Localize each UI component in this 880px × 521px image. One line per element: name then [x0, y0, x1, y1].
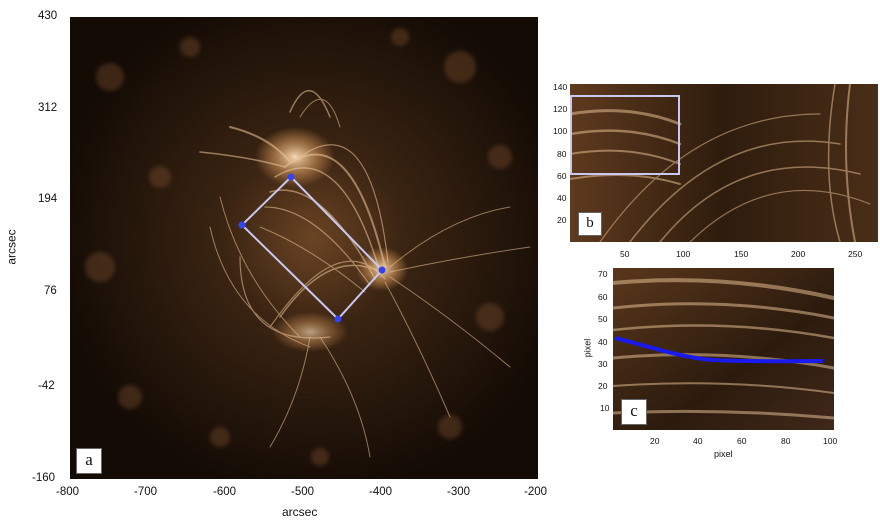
x-tick: -400 [369, 486, 393, 498]
solar-image-a [70, 17, 538, 479]
x-tick: 150 [734, 249, 749, 259]
y-tick: 100 [553, 126, 568, 136]
y-tick: 10 [600, 403, 610, 413]
solar-image-panel-a: a [70, 17, 538, 479]
y-tick: 312 [38, 102, 58, 114]
x-axis-label: arcsec [282, 505, 318, 519]
y-tick: 120 [553, 104, 568, 114]
y-tick: 140 [553, 82, 568, 92]
trace-line [614, 336, 824, 364]
x-tick: -200 [524, 486, 548, 498]
y-tick: 20 [598, 381, 608, 391]
x-tick: 100 [823, 436, 838, 446]
y-tick: 50 [598, 314, 608, 324]
x-tick: -800 [56, 486, 80, 498]
x-tick: -600 [213, 486, 237, 498]
y-axis-label: arcsec [4, 229, 19, 265]
y-tick: 70 [598, 269, 608, 279]
x-tick: -300 [447, 486, 471, 498]
x-tick: 250 [848, 249, 863, 259]
y-tick: 60 [598, 292, 608, 302]
x-tick: 100 [676, 249, 691, 259]
solar-image-c [613, 268, 834, 430]
x-tick: 60 [737, 436, 747, 446]
y-tick: 194 [38, 193, 58, 205]
x-axis-label: pixel [714, 449, 733, 459]
y-tick: 40 [598, 337, 608, 347]
x-tick: 40 [693, 436, 703, 446]
y-tick: 76 [44, 285, 57, 297]
vertex-marker [334, 315, 342, 323]
panel-b-label: b [578, 212, 602, 236]
x-tick: -500 [291, 486, 315, 498]
y-tick: 30 [598, 359, 608, 369]
solar-image-panel-b: b [570, 84, 878, 242]
solar-image-panel-c: c [613, 268, 834, 430]
x-tick: 20 [650, 436, 660, 446]
vertex-marker [378, 266, 386, 274]
y-tick: 430 [38, 10, 58, 22]
vertex-marker [287, 173, 295, 181]
y-tick: 40 [557, 193, 567, 203]
x-tick: 200 [791, 249, 806, 259]
x-tick: 50 [620, 249, 630, 259]
y-tick: -160 [32, 472, 56, 484]
y-tick: 20 [557, 215, 567, 225]
solar-image-b [570, 84, 878, 242]
y-tick: -42 [38, 380, 55, 392]
y-tick: 60 [557, 171, 567, 181]
selection-box [570, 95, 680, 175]
y-axis-label: pixel [582, 338, 593, 358]
y-tick: 80 [557, 149, 567, 159]
panel-a-label: a [76, 448, 102, 474]
x-tick: -700 [134, 486, 158, 498]
x-tick: 80 [781, 436, 791, 446]
panel-c-label: c [621, 399, 647, 425]
vertex-marker [238, 221, 246, 229]
